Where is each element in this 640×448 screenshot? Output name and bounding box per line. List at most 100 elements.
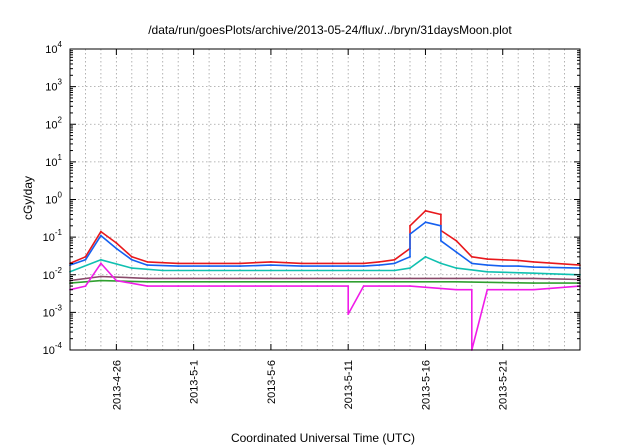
y-tick-label: 10-4 (43, 341, 63, 357)
data-point (100, 279, 102, 282)
data-point (208, 277, 211, 280)
series-line-6 (69, 262, 581, 351)
data-point (177, 285, 180, 287)
data-point (517, 259, 520, 262)
data-point (409, 267, 411, 269)
data-point (270, 269, 272, 272)
data-point (409, 285, 411, 287)
data-point (455, 239, 458, 242)
data-point (517, 265, 520, 267)
data-point (239, 265, 241, 267)
data-point (393, 269, 396, 272)
data-point (532, 272, 535, 275)
data-point (300, 277, 303, 280)
data-point (455, 267, 458, 269)
data-point (146, 280, 149, 283)
data-point (208, 265, 211, 267)
data-point (532, 288, 535, 291)
y-tick-label: 103 (45, 78, 62, 94)
data-point (470, 288, 473, 291)
data-point (393, 277, 396, 280)
data-point (424, 209, 427, 212)
data-point (455, 277, 458, 280)
data-point (115, 242, 118, 244)
data-point (100, 262, 102, 265)
x-tick-label: 2013-4-26 (111, 360, 123, 410)
data-point (501, 265, 504, 267)
grid-lines (70, 49, 580, 350)
data-point (532, 282, 535, 284)
data-point (347, 285, 350, 287)
data-point (470, 255, 473, 258)
data-point (532, 261, 535, 263)
data-point (331, 262, 334, 265)
data-point (455, 280, 458, 283)
data-point (316, 285, 319, 287)
data-point (270, 264, 272, 266)
data-point (501, 258, 504, 261)
data-point (362, 262, 365, 265)
data-point (440, 239, 442, 242)
data-point (378, 264, 380, 266)
y-axis-label: cGy/day (21, 176, 35, 220)
data-point (455, 288, 458, 291)
data-point (424, 221, 427, 224)
data-point (208, 262, 211, 265)
data-point (130, 267, 133, 269)
series-layer (69, 209, 581, 351)
data-point (208, 269, 211, 272)
data-point (146, 261, 149, 263)
data-point (409, 233, 411, 236)
data-point (177, 265, 180, 267)
data-point (409, 255, 411, 258)
y-tick-label: 10-1 (43, 228, 63, 244)
x-tick-label: 2013-5-6 (266, 360, 278, 404)
x-tick-label: 2013-5-11 (343, 360, 355, 409)
chart-title: /data/run/goesPlots/archive/2013-05-24/f… (148, 23, 512, 37)
data-point (100, 230, 102, 233)
series-line-1 (69, 210, 581, 266)
data-point (440, 224, 442, 227)
data-point (486, 264, 489, 266)
y-tick-label: 10-2 (43, 266, 63, 282)
data-point (177, 262, 180, 265)
data-point (486, 288, 489, 291)
data-point (393, 280, 396, 283)
data-point (239, 262, 241, 265)
data-point (470, 262, 473, 265)
data-point (532, 277, 535, 280)
data-point (424, 255, 427, 258)
data-point (486, 270, 489, 273)
y-tick-label: 102 (45, 115, 62, 131)
y-axis-ticks: 10-4 10-3 10-2 10-1 100 101 102 103 104 (43, 40, 580, 357)
data-point (146, 285, 149, 287)
data-point (362, 265, 365, 267)
data-point (378, 261, 380, 263)
data-point (300, 262, 303, 265)
data-point (455, 251, 458, 254)
data-point (130, 258, 133, 261)
data-point (161, 269, 164, 272)
data-point (84, 255, 87, 258)
data-point (146, 277, 149, 280)
data-point (270, 261, 272, 263)
data-point (532, 266, 535, 268)
data-point (270, 285, 272, 287)
x-axis-label: Coordinated Universal Time (UTC) (231, 431, 415, 445)
data-point (331, 269, 334, 272)
data-point (84, 285, 87, 287)
x-tick-label: 2013-5-1 (189, 360, 201, 404)
y-tick-label: 10-3 (43, 303, 63, 319)
data-point (84, 258, 87, 261)
data-point (347, 313, 350, 315)
data-point (300, 265, 303, 267)
data-point (208, 280, 211, 283)
x-tick-label: 2013-5-16 (420, 360, 432, 410)
x-axis-ticks: 2013-4-26 2013-5-1 2013-5-6 2013-5-11 2013-5… (111, 49, 510, 410)
data-point (362, 285, 365, 287)
data-point (146, 264, 149, 266)
data-point (130, 255, 133, 258)
data-point (115, 247, 118, 250)
data-point (331, 265, 334, 267)
